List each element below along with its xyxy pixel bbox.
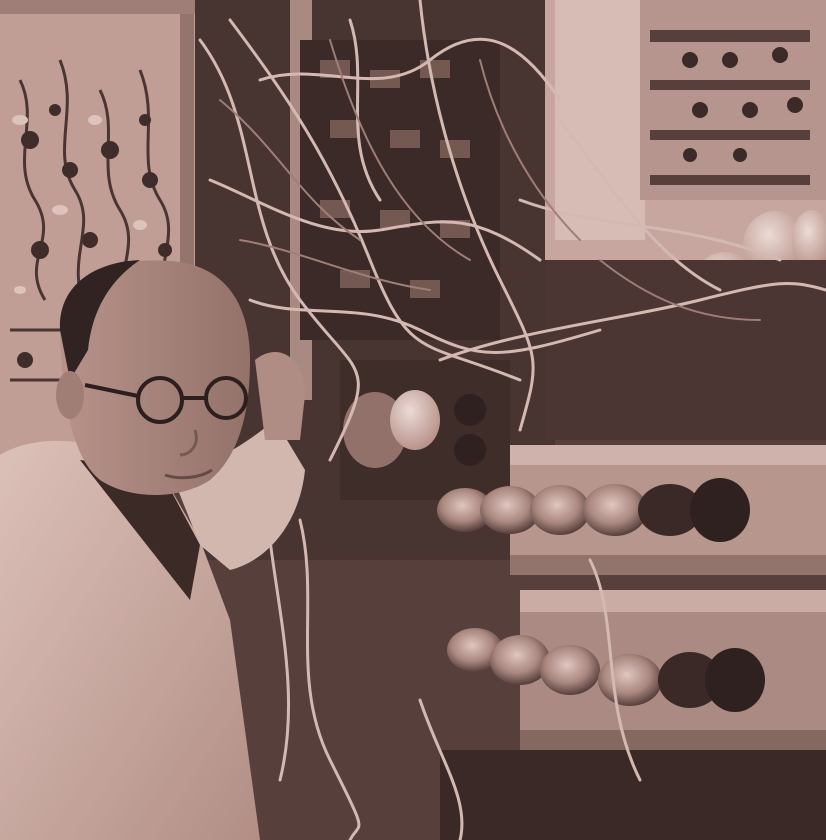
dark-shirt [80, 460, 200, 600]
upper-right-equipment [545, 0, 826, 440]
man [0, 260, 305, 840]
ear [56, 371, 84, 419]
mouth [164, 468, 213, 480]
raised-arm [170, 420, 305, 570]
cables [198, 0, 826, 840]
hand [255, 352, 305, 440]
lower-tube-shelf [440, 590, 826, 840]
nose [179, 429, 198, 457]
glasses-icon [84, 376, 248, 424]
left-circuit-board [0, 0, 195, 470]
hair [59, 260, 140, 380]
